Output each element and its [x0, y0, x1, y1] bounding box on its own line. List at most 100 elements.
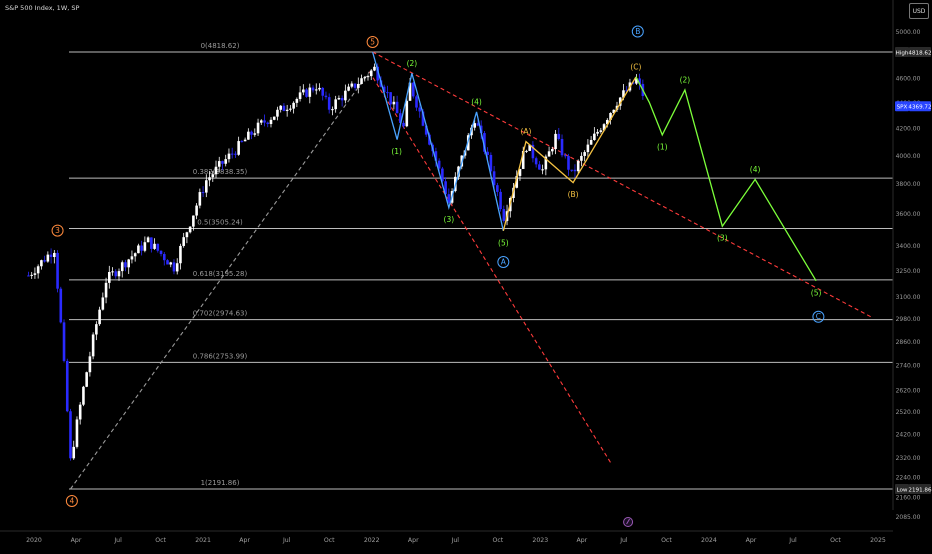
candle-body — [247, 131, 250, 140]
candle-body — [521, 151, 525, 169]
candle-body — [318, 87, 321, 90]
wave-label: (4) — [750, 165, 761, 174]
candle-body — [69, 411, 72, 459]
candle-body — [321, 87, 325, 96]
currency-button[interactable]: USD — [909, 3, 929, 19]
candle-body — [259, 120, 263, 123]
candle-body — [153, 243, 156, 249]
candle-body — [91, 334, 95, 357]
wave-label: (3) — [444, 215, 455, 224]
candle-body — [85, 372, 88, 387]
trend-line — [368, 71, 613, 465]
candle-body — [133, 253, 137, 257]
wave-label-circle — [497, 256, 510, 269]
wave-label: (5) — [811, 288, 822, 297]
candle-body — [369, 70, 373, 77]
candle-body — [253, 133, 257, 135]
candle-body — [599, 130, 603, 132]
candle-body — [360, 78, 363, 84]
wave-label: (B) — [568, 190, 579, 199]
time-tick-label: Apr — [71, 537, 82, 544]
wave-line — [371, 51, 504, 231]
candle-body — [625, 90, 628, 92]
candle-body — [347, 86, 350, 91]
price-tick-label: 2980.00 — [896, 316, 921, 323]
candle-body — [298, 92, 302, 99]
price-tick-label: 2740.00 — [896, 363, 921, 370]
candle-body — [515, 175, 519, 188]
candle-body — [30, 274, 33, 276]
candle-body — [411, 82, 415, 97]
bottom-marker[interactable] — [623, 517, 634, 527]
time-tick-label: Oct — [830, 537, 841, 544]
candle-body — [65, 360, 69, 412]
candle-body — [308, 87, 312, 97]
candle-body — [120, 262, 124, 272]
candle-body — [311, 87, 315, 91]
time-tick-label: 2025 — [870, 537, 886, 544]
candle-body — [534, 158, 538, 165]
candle-body — [72, 446, 76, 459]
candle-body — [127, 259, 131, 268]
candle-body — [570, 169, 574, 171]
candle-body — [256, 122, 260, 134]
candle-body — [434, 151, 438, 161]
candle-body — [314, 89, 318, 91]
price-tag-name: SPX — [897, 105, 908, 111]
wave-label: B — [635, 27, 640, 36]
wave-label: (3) — [717, 234, 728, 243]
trend-line — [70, 71, 370, 490]
time-tick-label: Oct — [324, 537, 335, 544]
wave-label: C — [816, 312, 821, 321]
candle-body — [538, 164, 541, 170]
candle-body — [150, 237, 153, 249]
candle-body — [88, 356, 92, 373]
candle-body — [337, 97, 341, 100]
time-axis[interactable]: 2020 Apr Jul Oct 2021 Apr Jul Oct 2022 Apr Jul Oct 2… — [0, 530, 893, 544]
candle-body — [143, 242, 147, 251]
price-axis[interactable]: 5000.004800.004600.004400.004200.004000.… — [892, 0, 932, 521]
candle-body — [117, 271, 121, 277]
candle-body — [276, 109, 279, 117]
candle-body — [399, 113, 402, 123]
candle-body — [33, 273, 37, 275]
candle-body — [405, 100, 409, 127]
time-tick-label: 2023 — [532, 537, 548, 544]
candle-body — [162, 254, 166, 261]
wave-label: (5) — [498, 238, 509, 247]
wave-label: (2) — [407, 59, 418, 68]
candle-body — [638, 78, 641, 84]
price-tick-label: 3600.00 — [896, 211, 921, 218]
candle-body — [137, 245, 140, 254]
candle-body — [618, 97, 622, 106]
candle-body — [499, 191, 502, 210]
candle-body — [502, 209, 506, 221]
candle-body — [531, 144, 535, 159]
price-tick-label: 3400.00 — [896, 243, 921, 250]
fib-label: 1(2191.86) — [201, 479, 240, 487]
candle-body — [114, 271, 118, 277]
wave-label: (1) — [657, 142, 668, 151]
candle-body — [457, 166, 460, 177]
price-tag-name-box — [895, 484, 909, 494]
time-tick-label: 2024 — [701, 537, 717, 544]
candle-body — [408, 82, 412, 101]
time-tick-label: Jul — [113, 537, 122, 544]
fib-label: 0(4818.62) — [201, 42, 240, 50]
price-tag-value: 4369.72 — [908, 105, 931, 111]
time-tick-label: Apr — [577, 537, 588, 544]
candle-body — [373, 66, 376, 71]
candle-body — [156, 243, 160, 251]
candle-body — [483, 133, 486, 152]
price-tag-value-box — [909, 484, 931, 494]
candle-body — [234, 153, 237, 155]
time-tick-label: Apr — [408, 537, 419, 544]
candle-body — [104, 282, 108, 298]
candle-body — [544, 156, 548, 170]
candle-body — [224, 159, 228, 164]
candle-body — [447, 194, 451, 203]
candle-body — [192, 215, 195, 227]
candle-body — [124, 262, 127, 268]
